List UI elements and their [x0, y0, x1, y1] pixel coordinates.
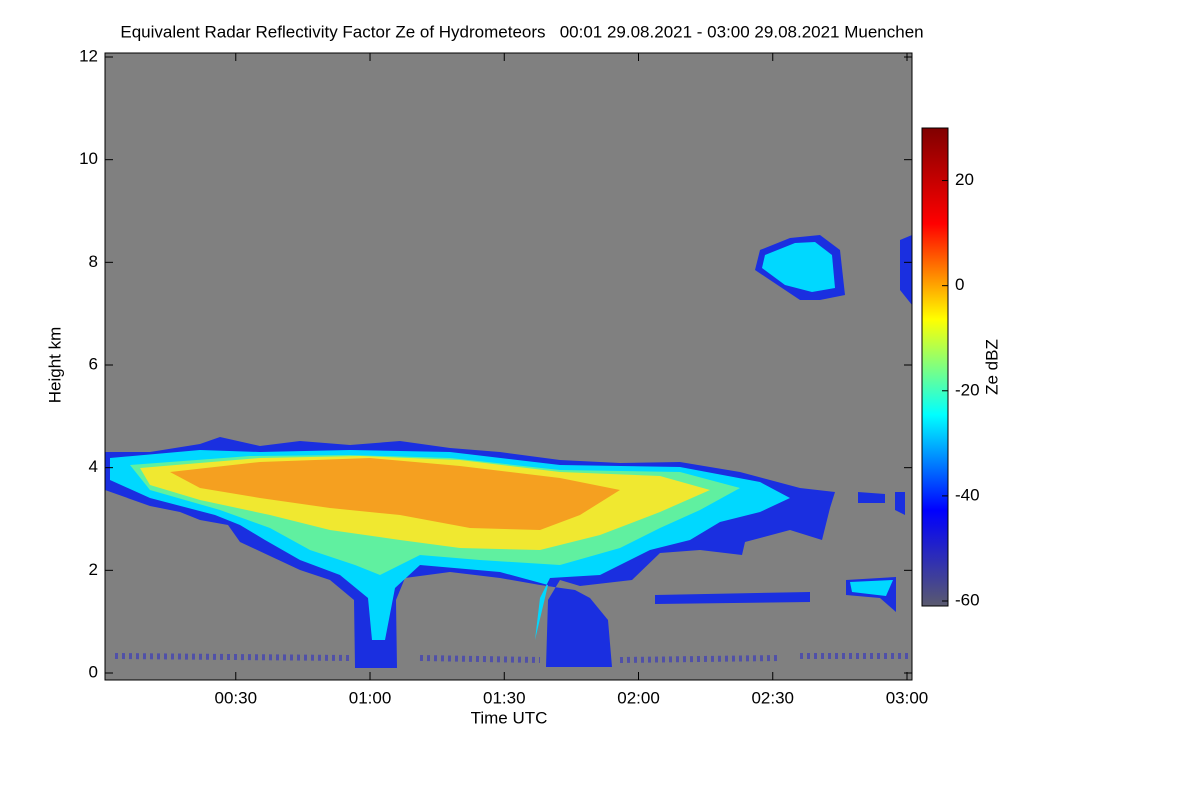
- y-tick-label: 6: [89, 354, 98, 373]
- y-tick-label: 10: [79, 149, 98, 168]
- colorbar-tick-label: 0: [955, 275, 964, 294]
- x-axis-label: Time UTC: [471, 708, 548, 727]
- echo-field: [105, 235, 912, 668]
- x-tick-label: 00:30: [214, 688, 257, 707]
- x-tick-label: 02:00: [617, 688, 660, 707]
- x-tick-label: 02:30: [751, 688, 794, 707]
- y-tick-label: 12: [79, 46, 98, 65]
- y-tick-label: 2: [89, 560, 98, 579]
- x-tick-label: 01:30: [483, 688, 526, 707]
- y-tick-label: 4: [89, 457, 98, 476]
- colorbar-tick-label: 20: [955, 170, 974, 189]
- colorbar: [921, 127, 949, 607]
- plot-frame: [104, 52, 913, 681]
- x-tick-label: 03:00: [886, 688, 929, 707]
- y-tick-label: 8: [89, 252, 98, 271]
- y-tick-label: 0: [89, 662, 98, 681]
- colorbar-tick-label: -60: [955, 590, 980, 609]
- y-axis-label: Height km: [45, 327, 64, 404]
- colorbar-tick-label: -40: [955, 485, 980, 504]
- chart-title: Equivalent Radar Reflectivity Factor Ze …: [120, 22, 923, 41]
- colorbar-label: Ze dBZ: [982, 339, 1001, 395]
- colorbar-tick-label: -20: [955, 380, 980, 399]
- plot-background: [105, 53, 912, 680]
- x-tick-label: 01:00: [349, 688, 392, 707]
